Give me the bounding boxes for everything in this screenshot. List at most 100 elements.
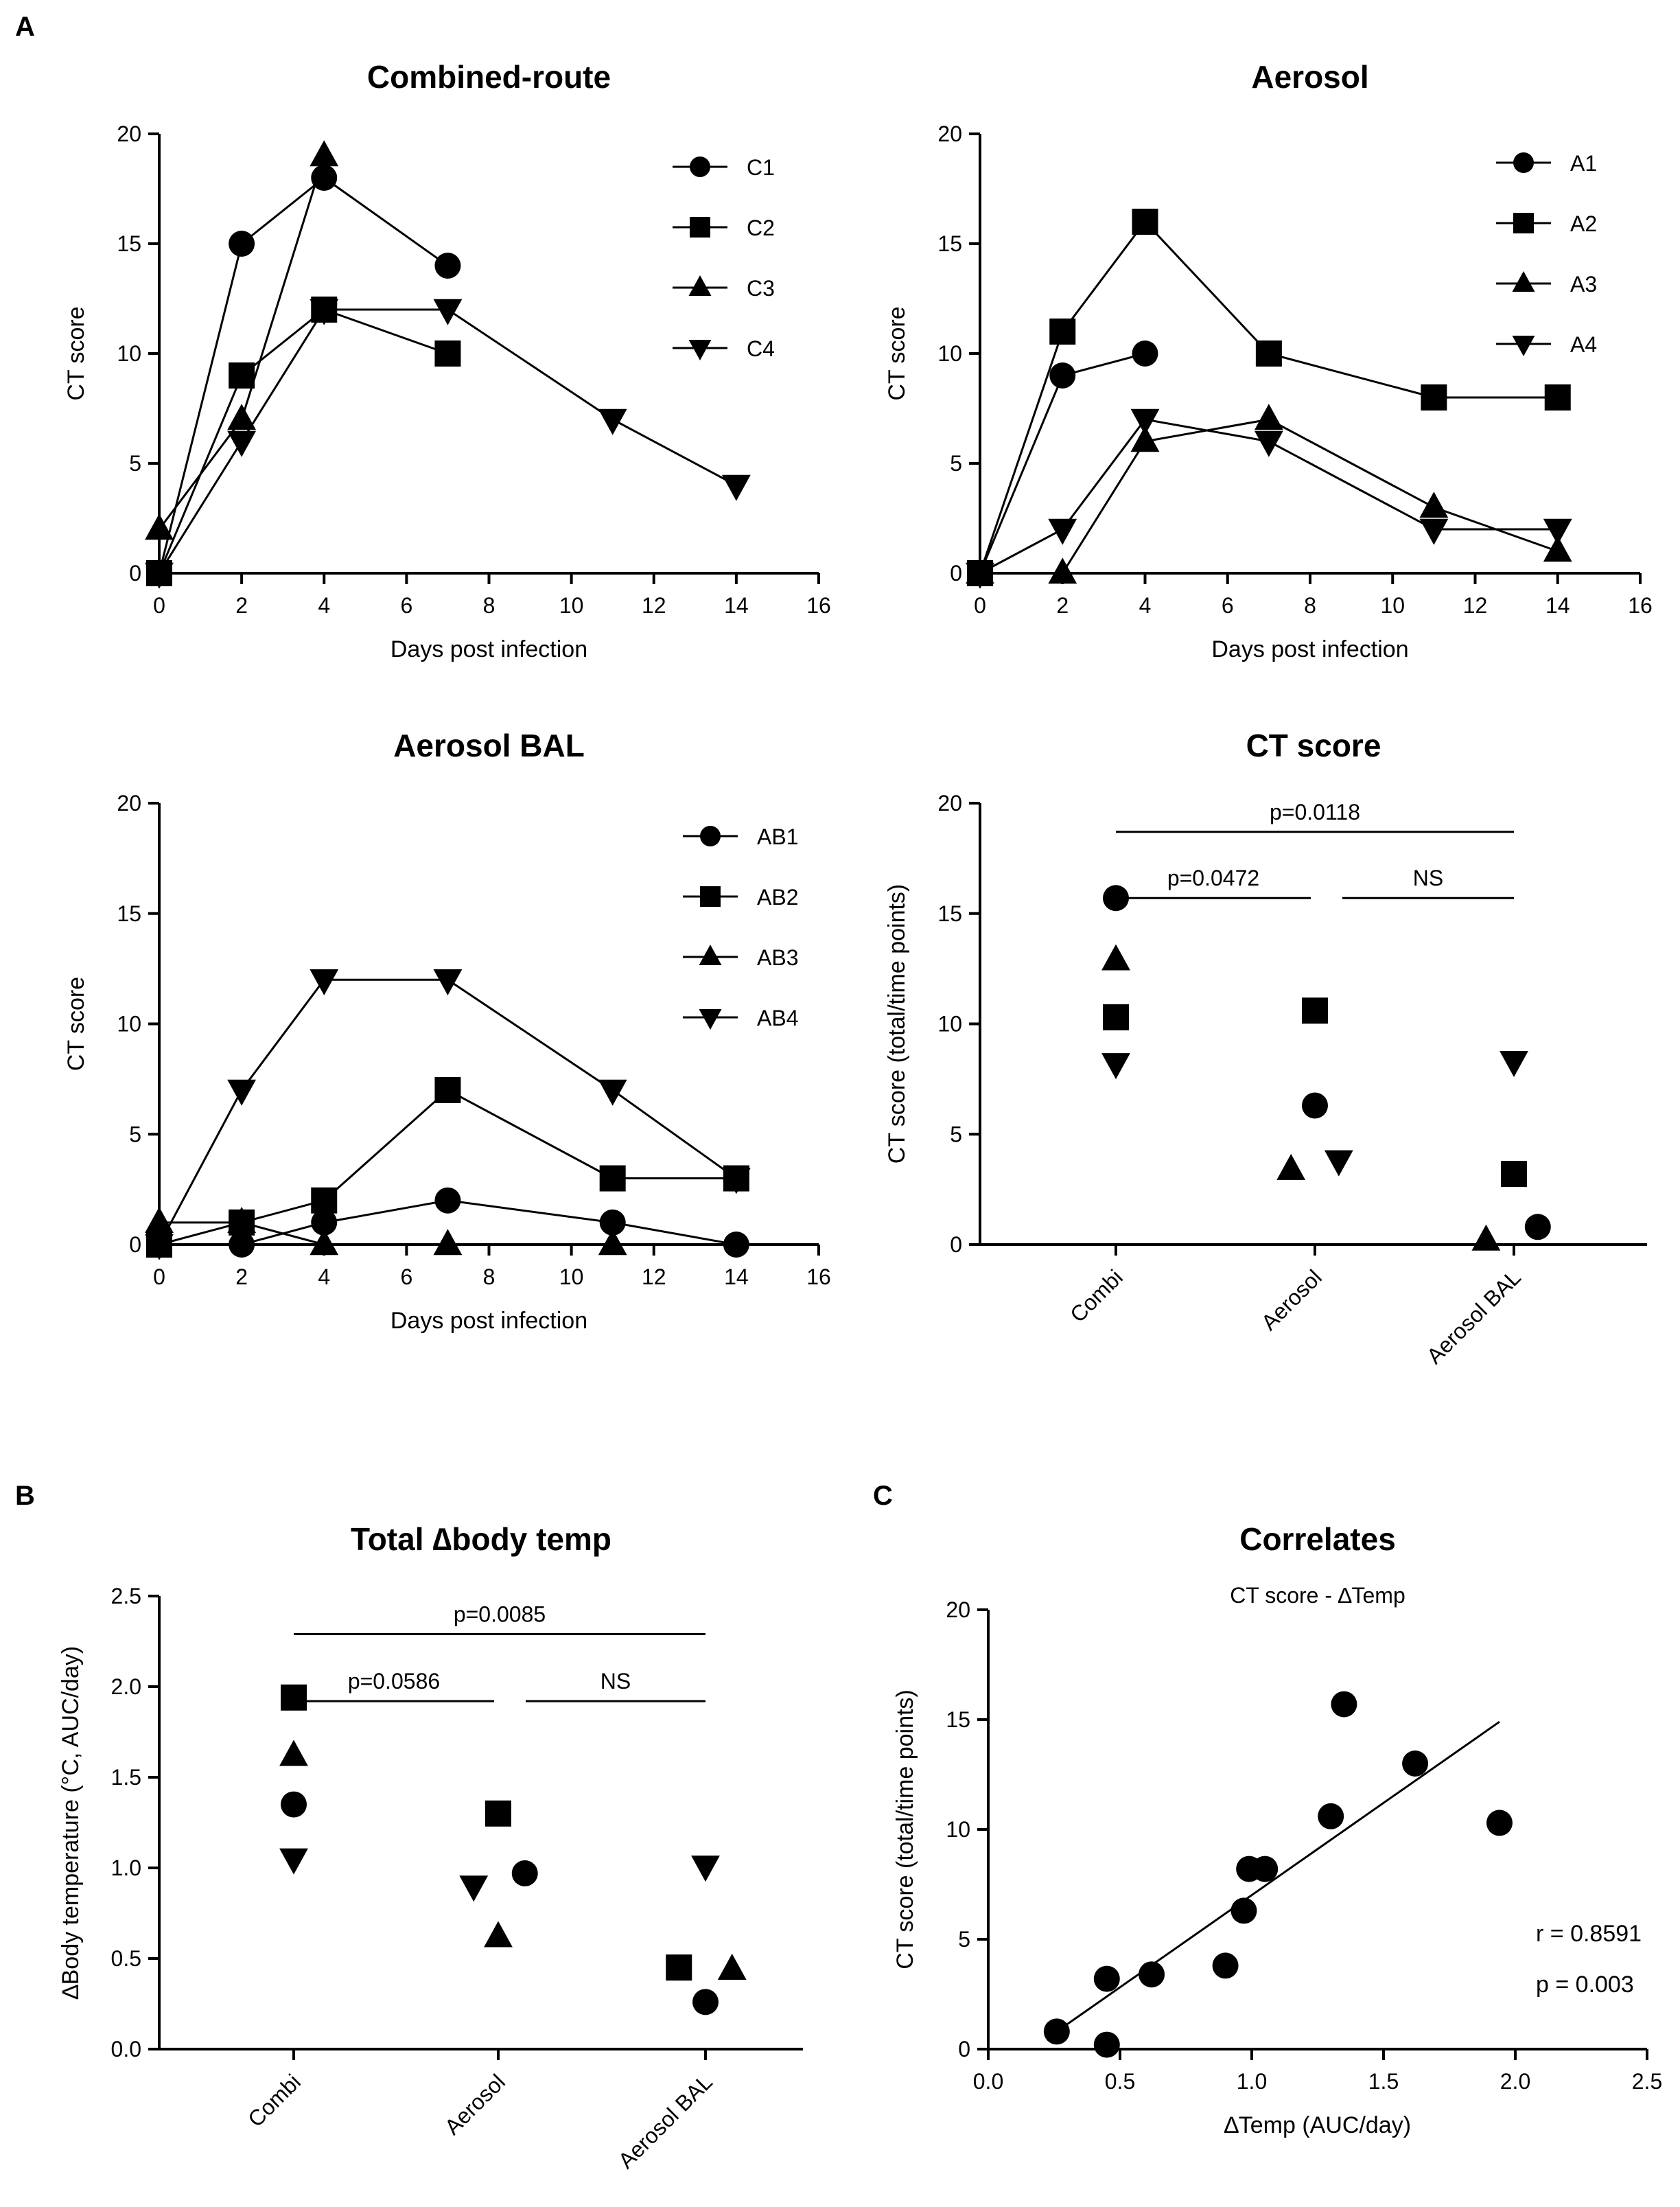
chart-combined-route: Combined-route 0 5 10 15 20 CT score 0 2 4 6 8 10 12 1… [63, 59, 831, 662]
data-point-c3 [310, 140, 339, 167]
panel-label-a: A [15, 12, 35, 42]
x-tick-label: 16 [1628, 593, 1653, 618]
x-tick-label: 14 [724, 1264, 749, 1289]
data-point-a4 [1543, 518, 1572, 545]
x-tick-label: 2.0 [1500, 2069, 1530, 2094]
data-point-a2 [1049, 319, 1076, 345]
data-point-combi [1101, 944, 1130, 971]
y-tick-label: 1.0 [111, 1856, 141, 1880]
data-point-a2 [1421, 384, 1447, 411]
data-point [1252, 1856, 1279, 1882]
x-tick-label: 4 [318, 1264, 330, 1289]
data-point-aerosol [484, 1921, 513, 1948]
data-point-combi [281, 1791, 307, 1818]
chart-title: Combined-route [367, 59, 611, 95]
y-tick-label: 5 [950, 451, 962, 476]
significance-label: NS [1413, 866, 1443, 890]
significance-label: p=0.0472 [1167, 866, 1259, 890]
data-point-aerosol-bal [1501, 1161, 1527, 1188]
legend-marker-a2 [1513, 213, 1534, 233]
data-point-c4 [145, 562, 174, 589]
data-point-c4 [310, 299, 339, 325]
y-tick-label: 15 [937, 231, 962, 256]
data-point [1486, 1810, 1513, 1836]
data-point-ab1 [599, 1209, 626, 1236]
series-line-ab4 [158, 978, 737, 1245]
data-point-aerosol [1276, 1153, 1306, 1180]
data-point-combi [1103, 1004, 1129, 1030]
data-point-c1 [311, 165, 338, 191]
data-point [1230, 1897, 1257, 1924]
y-tick-label: 2.5 [111, 1584, 141, 1608]
data-point-a2 [1255, 340, 1282, 367]
data-point-aerosol [511, 1860, 538, 1886]
data-point-combi [281, 1684, 307, 1711]
legend-marker-a4 [1512, 336, 1535, 356]
data-point-aerosol-bal [1524, 1214, 1551, 1240]
legend-marker-c1 [690, 157, 710, 177]
chart-title: CT score [1246, 728, 1381, 763]
x-tick-label: 4 [318, 593, 330, 618]
data-point-aerosol-bal [692, 1989, 719, 2015]
legend-label: C1 [747, 155, 775, 180]
data-point-combi [279, 1848, 308, 1875]
legend-label: A4 [1570, 332, 1597, 357]
y-tick-label: 10 [937, 341, 962, 366]
x-tick-label: 1.5 [1368, 2069, 1399, 2094]
data-point-a3 [1130, 426, 1160, 452]
x-category-label: Aerosol [440, 2069, 510, 2139]
data-point [1318, 1803, 1344, 1829]
x-tick-label: 2 [1056, 593, 1069, 618]
legend-marker-ab1 [700, 826, 721, 846]
x-tick-label: 8 [483, 593, 495, 618]
data-point-ab1 [434, 1187, 461, 1214]
significance-label: p=0.0085 [454, 1602, 546, 1626]
data-point-combi [1101, 1053, 1130, 1080]
y-tick-label: 20 [117, 791, 141, 816]
data-point-c1 [229, 231, 255, 257]
y-axis-label: CT score [63, 306, 89, 400]
y-tick-label: 0 [950, 1232, 962, 1257]
y-tick-label: 1.5 [111, 1765, 141, 1790]
x-tick-label: 14 [724, 593, 749, 618]
data-point-ab4 [145, 1234, 174, 1260]
x-category-label: Aerosol BAL [1422, 1264, 1526, 1368]
x-tick-label: 10 [559, 1264, 584, 1289]
data-point-a4 [1130, 408, 1160, 435]
x-tick-label: 10 [559, 593, 584, 618]
x-category-label: Combi [243, 2069, 305, 2131]
y-axis-label: ∆Body temperature (°C, AUC/day) [58, 1646, 84, 1999]
x-tick-label: 0 [153, 593, 165, 618]
data-point-aerosol [1324, 1150, 1353, 1177]
legend-label: AB3 [757, 945, 798, 970]
regression-line [1055, 1720, 1500, 2033]
data-point-aerosol [1302, 1092, 1328, 1119]
legend-label: AB4 [757, 1006, 798, 1030]
y-tick-label: 5 [129, 451, 141, 476]
data-point-a2 [1544, 384, 1571, 411]
y-tick-label: 0 [129, 1232, 141, 1257]
y-tick-label: 15 [937, 901, 962, 926]
y-tick-label: 0 [950, 561, 962, 586]
data-point-a2 [1132, 209, 1158, 235]
legend-marker-c3 [688, 275, 712, 296]
x-category-label: Aerosol BAL [614, 2069, 717, 2173]
data-point-ab1 [229, 1232, 255, 1258]
y-tick-label: 20 [937, 122, 962, 146]
series-line-c4 [158, 308, 737, 574]
x-category-label: Combi [1065, 1264, 1128, 1327]
y-tick-label: 0.0 [111, 2037, 141, 2061]
y-axis-label: CT score [63, 977, 89, 1071]
x-axis-label: ∆Temp (AUC/day) [1224, 2112, 1411, 2138]
x-axis-label: Days post infection [390, 1308, 587, 1334]
data-point-a4 [966, 562, 994, 589]
data-point-a1 [1132, 340, 1158, 367]
data-point-c4 [227, 430, 257, 457]
chart-correlates: Correlates CT score - ∆Temp 0 5 10 15 20 CT sco… [892, 1521, 1662, 2138]
legend-label: C4 [747, 336, 775, 361]
x-tick-label: 10 [1380, 593, 1405, 618]
legend-marker-c4 [688, 340, 712, 360]
y-tick-label: 15 [117, 231, 141, 256]
y-axis-label: CT score [884, 306, 910, 400]
data-point [1139, 1961, 1165, 1988]
